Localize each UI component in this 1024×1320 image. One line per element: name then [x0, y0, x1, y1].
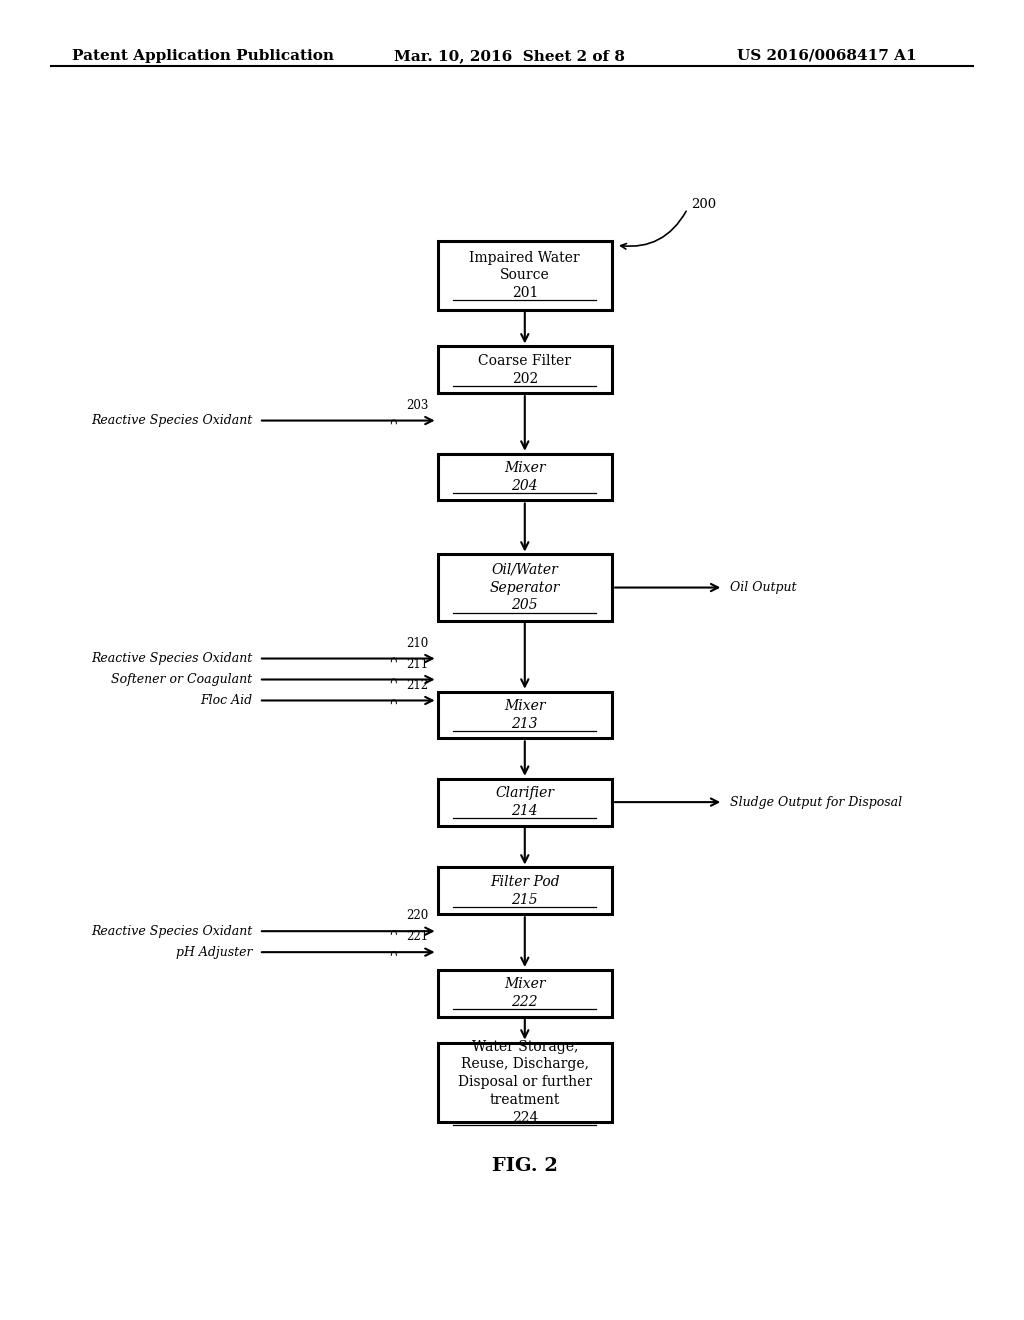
Text: FIG. 2: FIG. 2 [492, 1156, 558, 1175]
Text: Clarifier: Clarifier [496, 787, 554, 800]
Text: Reactive Species Oxidant: Reactive Species Oxidant [91, 652, 253, 665]
Text: 200: 200 [691, 198, 717, 211]
Bar [437, 970, 612, 1016]
Text: Sludge Output for Disposal: Sludge Output for Disposal [729, 796, 902, 809]
Text: Seperator: Seperator [489, 581, 560, 594]
Text: Floc Aid: Floc Aid [201, 694, 253, 708]
Text: Mixer: Mixer [504, 461, 546, 475]
Text: treatment: treatment [489, 1093, 560, 1106]
Text: 215: 215 [511, 892, 539, 907]
Text: 201: 201 [512, 286, 538, 300]
Text: Source: Source [500, 268, 550, 282]
Bar [437, 554, 612, 620]
Bar [437, 779, 612, 825]
Text: 220: 220 [406, 909, 428, 923]
Text: 204: 204 [511, 479, 539, 492]
Text: Reactive Species Oxidant: Reactive Species Oxidant [91, 925, 253, 937]
Text: Coarse Filter: Coarse Filter [478, 354, 571, 368]
Text: Filter Pod: Filter Pod [490, 875, 559, 888]
Text: 222: 222 [511, 995, 539, 1010]
Text: Oil Output: Oil Output [729, 581, 796, 594]
Text: Mixer: Mixer [504, 977, 546, 991]
Text: 210: 210 [406, 636, 428, 649]
Text: 212: 212 [406, 678, 428, 692]
Bar [437, 867, 612, 915]
Bar [437, 242, 612, 310]
Text: 221: 221 [406, 931, 428, 944]
Text: Reuse, Discharge,: Reuse, Discharge, [461, 1057, 589, 1072]
Text: US 2016/0068417 A1: US 2016/0068417 A1 [737, 49, 916, 63]
Text: Disposal or further: Disposal or further [458, 1074, 592, 1089]
Bar [437, 454, 612, 500]
Text: 202: 202 [512, 372, 538, 385]
Text: Mixer: Mixer [504, 700, 546, 713]
Text: pH Adjuster: pH Adjuster [176, 945, 253, 958]
Bar [437, 1043, 612, 1122]
Bar [437, 346, 612, 393]
Text: Water Storage,: Water Storage, [472, 1040, 578, 1053]
Bar [437, 692, 612, 738]
Text: 205: 205 [511, 598, 539, 612]
Text: 224: 224 [512, 1110, 538, 1125]
Text: Impaired Water: Impaired Water [469, 251, 581, 264]
Text: 211: 211 [406, 657, 428, 671]
Text: Softener or Coagulant: Softener or Coagulant [112, 673, 253, 686]
Text: 214: 214 [511, 804, 539, 818]
Text: Patent Application Publication: Patent Application Publication [72, 49, 334, 63]
Text: 213: 213 [511, 717, 539, 731]
Text: 203: 203 [406, 399, 428, 412]
Text: Reactive Species Oxidant: Reactive Species Oxidant [91, 414, 253, 428]
Text: Oil/Water: Oil/Water [492, 562, 558, 577]
Text: Mar. 10, 2016  Sheet 2 of 8: Mar. 10, 2016 Sheet 2 of 8 [394, 49, 626, 63]
